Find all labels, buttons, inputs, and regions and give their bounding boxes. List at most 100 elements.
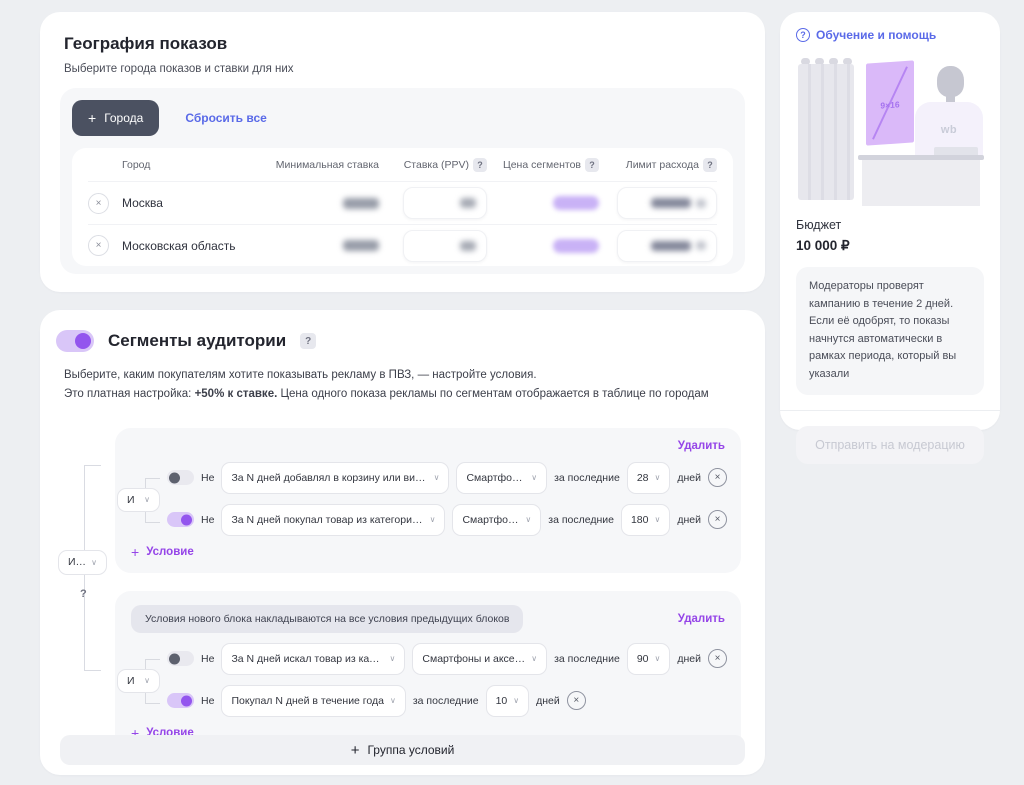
category-select[interactable]: Смартфоны ∨ [452, 503, 542, 536]
or-operator-select[interactable]: Или ∨ [58, 549, 107, 575]
and-operator-select[interactable]: И ∨ [117, 668, 160, 693]
chevron-down-icon: ∨ [389, 654, 396, 664]
segments-description: Выберите, каким покупателям хотите показ… [64, 366, 741, 404]
pickup-point-illustration: 9×16 wb [796, 54, 984, 206]
header-city: Город [122, 158, 151, 171]
category-select[interactable]: Смартфоны и аксессуары ∨ [412, 642, 548, 675]
not-label: Не [201, 513, 215, 526]
chevron-down-icon: ∨ [513, 696, 520, 706]
not-toggle[interactable] [167, 512, 194, 528]
add-condition-button[interactable]: + Условие [131, 543, 194, 560]
table-header-row: Город Минимальная ставка Ставка (PPV) ? … [88, 148, 717, 182]
chevron-down-icon: ∨ [144, 676, 150, 686]
not-toggle[interactable] [167, 651, 194, 667]
delete-group-link[interactable]: Удалить [677, 612, 725, 625]
condition-select[interactable]: За N дней искал товар из категории М ∨ [221, 642, 406, 675]
geography-title: География показов [64, 34, 228, 53]
chevron-down-icon: ∨ [144, 495, 150, 505]
group-toolbar: Удалить [115, 428, 741, 452]
help-icon[interactable]: ? [703, 157, 717, 172]
not-label: Не [201, 694, 215, 707]
chevron-down-icon: ∨ [433, 473, 440, 483]
remove-condition-icon[interactable]: × [708, 649, 727, 669]
chevron-down-icon: ∨ [531, 654, 538, 664]
bid-ppv-input[interactable] [403, 229, 487, 262]
city-name: Москва [122, 196, 163, 210]
header-min-bid: Минимальная ставка [275, 158, 379, 171]
not-toggle[interactable] [167, 693, 194, 709]
condition-row: Не За N дней покупал товар из категории … [167, 502, 727, 538]
person-neck [946, 95, 955, 104]
help-icon[interactable]: ? [473, 157, 487, 172]
divider [780, 409, 1000, 411]
not-toggle[interactable] [167, 470, 194, 486]
spend-limit-input[interactable] [617, 229, 717, 262]
summary-sidebar: ? Обучение и помощь 9×16 wb Бюджет 10 00… [780, 12, 1000, 464]
remove-condition-icon[interactable]: × [566, 691, 586, 711]
ad-screen: 9×16 [866, 60, 914, 146]
cities-table: Город Минимальная ставка Ставка (PPV) ? … [72, 148, 733, 266]
segments-description-line1: Выберите, каким покупателям хотите показ… [64, 369, 537, 381]
days-select[interactable]: 28 ∨ [626, 461, 671, 494]
segment-price-value-blurred [553, 238, 599, 253]
geography-toolbar: + Города Сбросить все [72, 100, 733, 136]
table-row: × Московская область [88, 224, 717, 266]
last-label: за последние [554, 652, 620, 665]
submit-moderation-button[interactable]: Отправить на модерацию [796, 425, 984, 464]
days-label: дней [677, 471, 701, 484]
chevron-down-icon: ∨ [654, 654, 661, 664]
help-icon[interactable]: ? [300, 333, 317, 349]
remove-city-icon[interactable]: × [88, 192, 109, 214]
add-group-button[interactable]: + Группа условий [60, 735, 745, 765]
wb-logo: wb [940, 123, 958, 136]
question-circle-icon: ? [796, 28, 810, 42]
help-link[interactable]: ? Обучение и помощь [796, 28, 984, 42]
or-help-icon[interactable]: ? [80, 587, 87, 600]
days-select[interactable]: 10 ∨ [485, 684, 530, 717]
min-bid-value-blurred [343, 240, 379, 251]
chevron-down-icon: ∨ [429, 515, 436, 525]
add-cities-button[interactable]: + Города [72, 100, 160, 136]
remove-city-icon[interactable]: × [88, 235, 109, 256]
geography-card: География показов Выберите города показо… [40, 12, 765, 292]
min-bid-value-blurred [343, 197, 379, 209]
segments-body: Или ∨ ? Удалить И ∨ Не [40, 427, 741, 754]
delete-group-link[interactable]: Удалить [677, 439, 725, 452]
segments-description-line2: Это платная настройка: +50% к ставке. Це… [64, 387, 709, 400]
condition-row: Не За N дней искал товар из категории М … [167, 641, 727, 677]
reset-all-link[interactable]: Сбросить все [185, 111, 267, 125]
category-select[interactable]: Смартфоны ∨ [456, 461, 548, 494]
desk-top [858, 155, 984, 160]
remove-condition-icon[interactable]: × [708, 510, 727, 530]
condition-group: Условия нового блока накладываются на вс… [115, 590, 741, 754]
desk [862, 160, 980, 206]
plus-icon: + [131, 543, 140, 560]
condition-select[interactable]: Покупал N дней в течение года ∨ [221, 684, 406, 717]
chevron-down-icon: ∨ [390, 696, 396, 706]
condition-select[interactable]: За N дней покупал товар из категории М ∨ [221, 503, 446, 536]
chevron-down-icon: ∨ [654, 473, 661, 483]
plus-icon: + [88, 110, 97, 126]
chevron-down-icon: ∨ [654, 515, 661, 525]
remove-condition-icon[interactable]: × [708, 468, 727, 488]
last-label: за последние [548, 513, 614, 526]
city-name: Московская область [122, 238, 236, 253]
spend-limit-input[interactable] [617, 187, 717, 219]
bid-ppv-input[interactable] [403, 187, 487, 219]
header-segment-price: Цена сегментов ? [487, 157, 599, 172]
days-select[interactable]: 90 ∨ [626, 642, 671, 675]
help-icon[interactable]: ? [585, 157, 599, 172]
days-label: дней [536, 694, 560, 707]
add-cities-label: Города [104, 111, 144, 125]
and-operator-select[interactable]: И ∨ [117, 487, 160, 512]
segments-toggle[interactable] [56, 330, 94, 352]
days-select[interactable]: 180 ∨ [620, 503, 671, 536]
block-note-chip: Условия нового блока накладываются на вс… [131, 604, 524, 633]
days-label: дней [677, 513, 701, 526]
condition-row: Не За N дней добавлял в корзину или вишл… [167, 460, 727, 496]
segment-price-value-blurred [553, 196, 599, 210]
segments-title: Сегменты аудитории [108, 331, 287, 350]
group-toolbar: Условия нового блока накладываются на вс… [115, 591, 741, 633]
condition-select[interactable]: За N дней добавлял в корзину или вишлист… [221, 461, 450, 494]
person-head [937, 66, 964, 97]
